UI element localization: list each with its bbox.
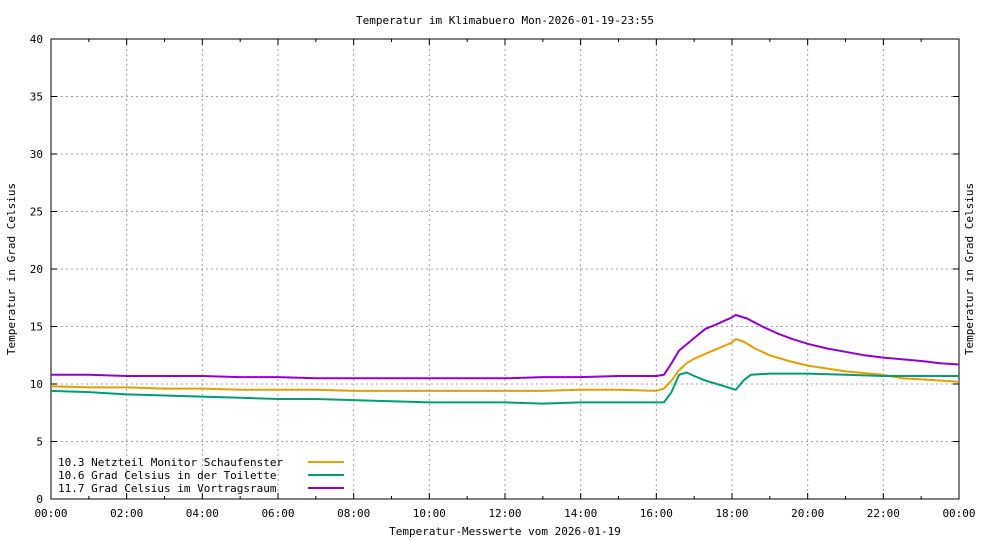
x-tick-label: 22:00: [867, 507, 900, 520]
y-tick-label: 35: [30, 91, 43, 104]
y-tick-label: 5: [36, 436, 43, 449]
y-tick-label: 25: [30, 206, 43, 219]
series-lines: [50, 314, 960, 405]
y-tick-label: 10: [30, 378, 43, 391]
axis-ticks: 0 5 10 15 20 25 30 35 40 00:00 02:00 04:00 06:00 08:0…: [30, 33, 976, 520]
x-axis-label: Temperatur-Messwerte vom 2026-01-19: [389, 525, 621, 538]
y-tick-label: 0: [36, 493, 43, 506]
chart-title: Temperatur im Klimabuero Mon-2026-01-19-…: [356, 14, 654, 27]
x-tick-label: 02:00: [110, 507, 143, 520]
x-tick-label: 10:00: [413, 507, 446, 520]
x-tick-label: 14:00: [564, 507, 597, 520]
x-tick-label: 16:00: [640, 507, 673, 520]
y-axis-label-left: Temperatur in Grad Celsius: [5, 183, 18, 355]
x-tick-label: 18:00: [715, 507, 748, 520]
grid-lines: [51, 39, 959, 499]
legend-label-2: 10.6 Grad Celsius in der Toilette: [58, 469, 277, 482]
x-tick-label: 00:00: [34, 507, 67, 520]
x-tick-label: 12:00: [488, 507, 521, 520]
x-tick-label: 06:00: [261, 507, 294, 520]
x-tick-label: 20:00: [791, 507, 824, 520]
y-tick-label: 15: [30, 321, 43, 334]
legend-label-3: 11.7 Grad Celsius im Vortragsraum: [58, 482, 277, 495]
x-tick-label: 04:00: [186, 507, 219, 520]
series-line-2: [50, 371, 959, 405]
x-tick-label: 08:00: [337, 507, 370, 520]
x-tick-label: 00:00: [942, 507, 975, 520]
y-tick-label: 40: [30, 33, 43, 46]
legend-label-1: 10.3 Netzteil Monitor Schaufenster: [58, 456, 284, 469]
y-tick-label: 30: [30, 148, 43, 161]
y-axis-label-right: Temperatur in Grad Celsius: [963, 183, 976, 355]
series-line-3: [51, 314, 960, 380]
y-tick-label: 20: [30, 263, 43, 276]
series-line-1: [50, 338, 960, 392]
